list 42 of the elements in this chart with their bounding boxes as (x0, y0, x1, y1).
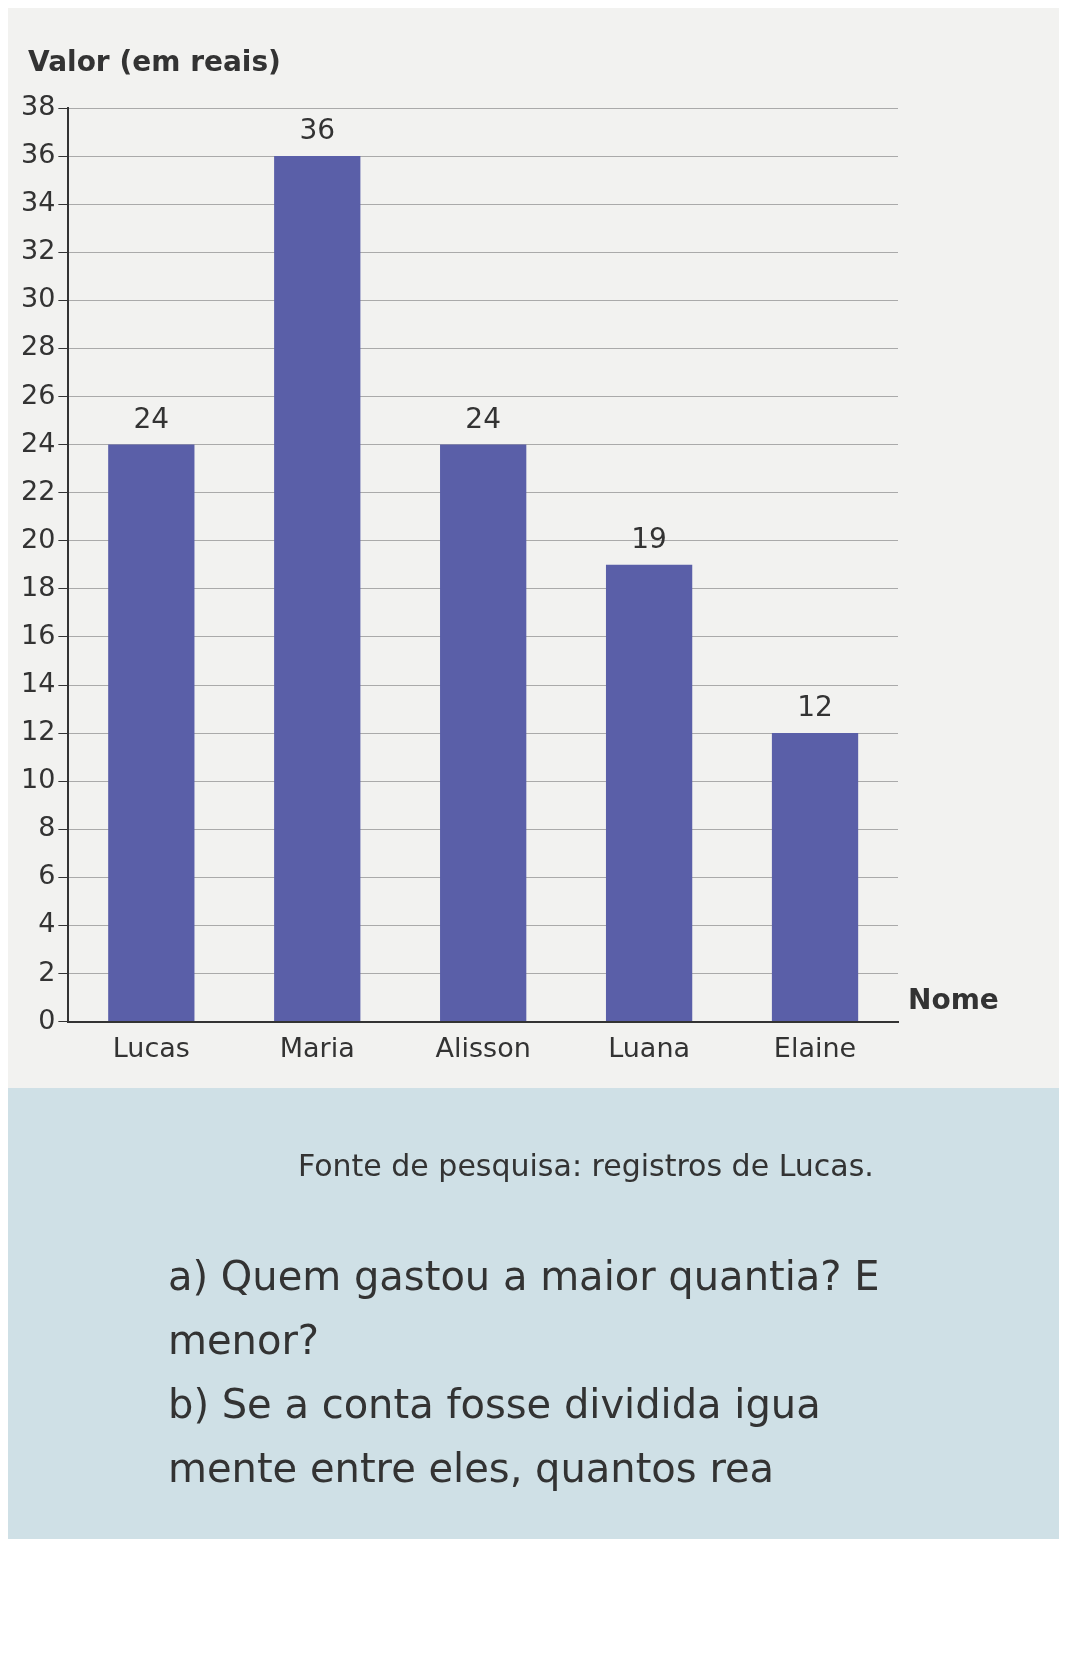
source-note: Fonte de pesquisa: registros de Lucas. (298, 1148, 875, 1183)
data-label: 19 (631, 522, 667, 556)
y-tick-label: 38 (21, 90, 56, 122)
y-tick-label: 2 (38, 955, 56, 987)
bar (440, 444, 527, 1022)
y-tick-label: 8 (38, 811, 56, 843)
y-tick-label: 32 (21, 234, 56, 266)
y-tick-label: 20 (21, 522, 56, 554)
bar (274, 156, 361, 1022)
bar (605, 564, 693, 1022)
bar (771, 733, 859, 1022)
y-axis-title: Valor (em reais) (28, 45, 281, 79)
y-tick-label: 16 (21, 618, 56, 650)
x-tick-label: Maria (279, 1031, 355, 1063)
x-tick-label: Elaine (773, 1031, 857, 1063)
x-tick-label: Luana (608, 1031, 691, 1063)
y-tick-label: 6 (38, 859, 56, 891)
text: menor? (168, 1317, 321, 1363)
y-tick-label: 24 (21, 426, 56, 458)
y-tick-label: 30 (21, 282, 56, 314)
text: a) Quem gastou a maior quantia? E (168, 1253, 881, 1299)
x-tick-label: Alisson (435, 1031, 531, 1063)
text: mente entre eles, quantos rea (168, 1445, 776, 1491)
y-tick-label: 22 (21, 474, 56, 506)
bar (108, 444, 195, 1022)
y-tick-label: 36 (21, 138, 56, 170)
y-tick-label: 10 (21, 763, 56, 795)
y-tick-label: 26 (21, 378, 56, 410)
y-tick-label: 28 (21, 330, 56, 362)
data-label: 12 (797, 690, 833, 724)
y-tick-label: 4 (38, 907, 56, 939)
y-tick-label: 18 (21, 570, 56, 602)
data-label: 24 (133, 401, 170, 435)
x-axis-title: Nome (908, 982, 999, 1016)
x-tick-label: Lucas (112, 1031, 190, 1063)
data-label: 24 (465, 401, 501, 435)
y-tick-label: 34 (21, 186, 56, 218)
text: b) Se a conta fosse dividida igua (168, 1381, 822, 1427)
y-tick-label: 0 (38, 1003, 56, 1035)
data-label: 36 (299, 113, 336, 147)
y-tick-label: 14 (21, 667, 56, 699)
y-tick-label: 12 (21, 715, 56, 747)
